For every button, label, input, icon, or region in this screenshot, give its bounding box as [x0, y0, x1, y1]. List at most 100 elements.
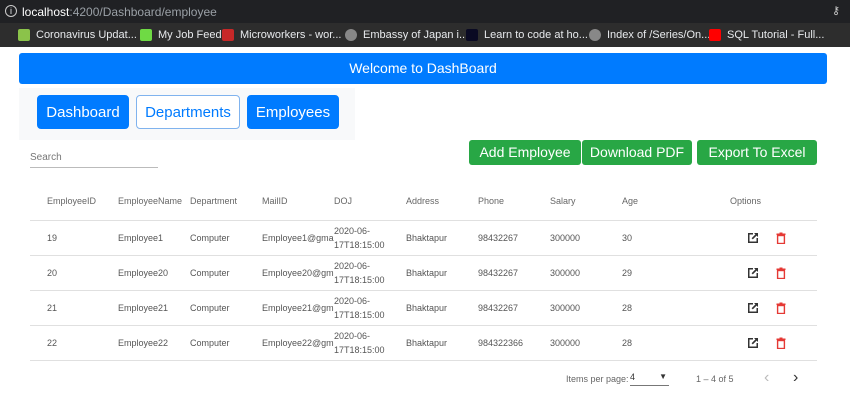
table-cell: 2020-06-17T18:15:00 [334, 255, 406, 291]
export-excel-button[interactable]: Export To Excel [697, 140, 817, 165]
table-cell: Computer [190, 255, 262, 291]
table-row: 22 Employee22 Computer Employee22@gma 2020-0… [30, 325, 817, 361]
next-page-icon[interactable]: › [793, 369, 799, 386]
info-icon[interactable]: i [5, 5, 17, 17]
table-cell: 300000 [550, 290, 622, 326]
table-row: 21 Employee21 Computer Employee21@gma 2020-0… [30, 290, 817, 326]
items-per-page-label: Items per page: [566, 374, 629, 384]
bookmark-item[interactable]: Embassy of Japan i... [345, 29, 468, 41]
table-cell: 300000 [550, 255, 622, 291]
table-cell: Computer [190, 290, 262, 326]
doj-value: 2020-06-17T18:15:00 [334, 330, 385, 355]
doj-value: 2020-06-17T18:15:00 [334, 260, 385, 285]
options-cell [702, 220, 817, 256]
delete-icon[interactable] [775, 267, 787, 279]
delete-icon[interactable] [775, 232, 787, 244]
welcome-banner: Welcome to DashBoard [19, 53, 827, 84]
table-cell: 30 [622, 220, 702, 256]
bookmark-label: Learn to code at ho... [484, 29, 588, 41]
microworkers-icon [222, 29, 234, 41]
column-header: Department [190, 183, 262, 221]
edit-icon[interactable] [747, 232, 759, 244]
key-icon[interactable]: ⚷ [831, 5, 840, 17]
table-cell: 21 [30, 290, 118, 326]
table-cell: 19 [30, 220, 118, 256]
globe-icon [345, 29, 357, 41]
table-cell: Employee20@gma [262, 255, 334, 291]
nav-dashboard-button[interactable]: Dashboard [37, 95, 129, 129]
table-cell: Employee21@gma [262, 290, 334, 326]
column-header: Salary [550, 183, 622, 221]
options-cell [702, 255, 817, 291]
delete-icon[interactable] [775, 302, 787, 314]
dropdown-arrow-icon: ▼ [659, 372, 667, 381]
upwork-icon [140, 29, 152, 41]
edit-icon[interactable] [747, 267, 759, 279]
nav-employees-button[interactable]: Employees [247, 95, 339, 129]
column-header: EmployeeName [118, 183, 190, 221]
table-cell: 2020-06-17T18:15:00 [334, 325, 406, 361]
youtube-icon [709, 29, 721, 41]
table-cell: Bhaktapur [406, 325, 478, 361]
table-cell: Employee22 [118, 325, 190, 361]
previous-page-icon[interactable]: ‹ [764, 369, 770, 386]
table-cell: 20 [30, 255, 118, 291]
table-row: 19 Employee1 Computer Employee1@gmail 2020-0… [30, 220, 817, 256]
bookmark-item[interactable]: Learn to code at ho... [466, 29, 588, 41]
table-cell: 98432267 [478, 290, 550, 326]
column-header: Options [702, 183, 817, 221]
table-cell: 28 [622, 325, 702, 361]
globe-icon [589, 29, 601, 41]
coronavirus-icon [18, 29, 30, 41]
bookmark-label: SQL Tutorial - Full... [727, 29, 825, 41]
doj-value: 2020-06-17T18:15:00 [334, 225, 385, 250]
table-cell: 98432267 [478, 255, 550, 291]
bookmark-item[interactable]: Microworkers - wor... [222, 29, 341, 41]
table-cell: 98432267 [478, 220, 550, 256]
bookmark-item[interactable]: Coronavirus Updat... [18, 29, 137, 41]
bookmark-label: My Job Feed [158, 29, 222, 41]
table-cell: Bhaktapur [406, 290, 478, 326]
nav-departments-button[interactable]: Departments [136, 95, 240, 129]
download-pdf-button[interactable]: Download PDF [582, 140, 692, 165]
table-cell: Employee21 [118, 290, 190, 326]
bookmark-item[interactable]: SQL Tutorial - Full... [709, 29, 824, 41]
table-cell: Employee22@gma [262, 325, 334, 361]
table-row: 20 Employee20 Computer Employee20@gma 2020-0… [30, 255, 817, 291]
url-text[interactable]: localhost:4200/Dashboard/employee [22, 5, 217, 19]
table-cell: 2020-06-17T18:15:00 [334, 220, 406, 256]
options-cell [702, 290, 817, 326]
column-header: Phone [478, 183, 550, 221]
options-cell [702, 325, 817, 361]
table-cell: 2020-06-17T18:15:00 [334, 290, 406, 326]
bookmark-label: Coronavirus Updat... [36, 29, 137, 41]
add-employee-button[interactable]: Add Employee [469, 140, 581, 165]
table-cell: 22 [30, 325, 118, 361]
employee-table: EmployeeID EmployeeName Department MailID DO… [30, 183, 817, 361]
column-header: Address [406, 183, 478, 221]
table-cell: Computer [190, 220, 262, 256]
column-header: DOJ [334, 183, 406, 221]
column-header: Age [622, 183, 702, 221]
bookmark-label: Embassy of Japan i... [363, 29, 469, 41]
edit-icon[interactable] [747, 337, 759, 349]
bookmark-item[interactable]: My Job Feed [140, 29, 222, 41]
address-bar[interactable]: i localhost:4200/Dashboard/employee ⚷ [0, 0, 850, 23]
column-header: EmployeeID [30, 183, 118, 221]
table-cell: Bhaktapur [406, 255, 478, 291]
column-header: MailID [262, 183, 334, 221]
table-cell: 300000 [550, 325, 622, 361]
bookmarks-bar: Coronavirus Updat... My Job Feed Microwork… [0, 23, 850, 47]
bookmark-item[interactable]: Index of /Series/On... [589, 29, 710, 41]
page-size-select[interactable]: 4 ▼ [630, 372, 669, 386]
edit-icon[interactable] [747, 302, 759, 314]
doj-value: 2020-06-17T18:15:00 [334, 295, 385, 320]
table-cell: Employee20 [118, 255, 190, 291]
search-input[interactable]: Search [30, 150, 158, 168]
table-cell: Bhaktapur [406, 220, 478, 256]
delete-icon[interactable] [775, 337, 787, 349]
table-cell: Computer [190, 325, 262, 361]
table-cell: Employee1 [118, 220, 190, 256]
page-size-value: 4 [630, 372, 636, 382]
table-cell: Employee1@gmail [262, 220, 334, 256]
